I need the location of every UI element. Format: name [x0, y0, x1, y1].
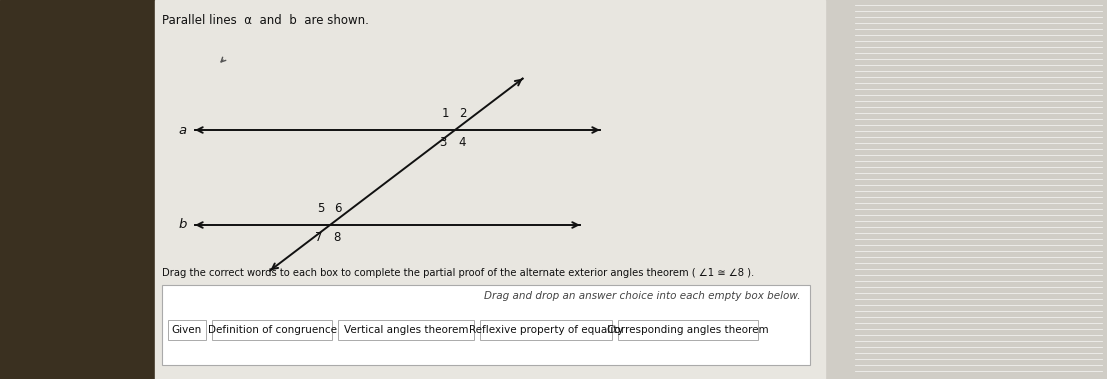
- Text: Reflexive property of equality: Reflexive property of equality: [468, 325, 623, 335]
- Text: 6: 6: [334, 202, 341, 215]
- Text: 5: 5: [317, 202, 324, 215]
- Text: Parallel lines  α  and  b  are shown.: Parallel lines α and b are shown.: [162, 14, 369, 27]
- Bar: [168, 320, 206, 340]
- Text: a: a: [179, 124, 187, 136]
- Text: b: b: [178, 219, 187, 232]
- Text: Definition of congruence: Definition of congruence: [207, 325, 337, 335]
- Bar: [618, 320, 758, 340]
- Bar: [825, 0, 1107, 379]
- Text: 8: 8: [333, 231, 340, 244]
- Bar: [480, 320, 612, 340]
- Text: Corresponding angles theorem: Corresponding angles theorem: [607, 325, 769, 335]
- Bar: [155, 0, 825, 379]
- Text: 3: 3: [439, 136, 447, 149]
- Bar: [338, 320, 474, 340]
- Bar: [213, 320, 332, 340]
- Text: Given: Given: [172, 325, 203, 335]
- Text: 1: 1: [442, 107, 449, 120]
- Text: 2: 2: [459, 107, 466, 120]
- Text: Drag and drop an answer choice into each empty box below.: Drag and drop an answer choice into each…: [484, 291, 800, 301]
- Text: Vertical angles theorem: Vertical angles theorem: [344, 325, 468, 335]
- Bar: [0, 0, 155, 379]
- Text: 4: 4: [458, 136, 466, 149]
- Bar: [162, 285, 810, 365]
- Text: Drag the correct words to each box to complete the partial proof of the alternat: Drag the correct words to each box to co…: [162, 268, 754, 278]
- Text: 7: 7: [314, 231, 322, 244]
